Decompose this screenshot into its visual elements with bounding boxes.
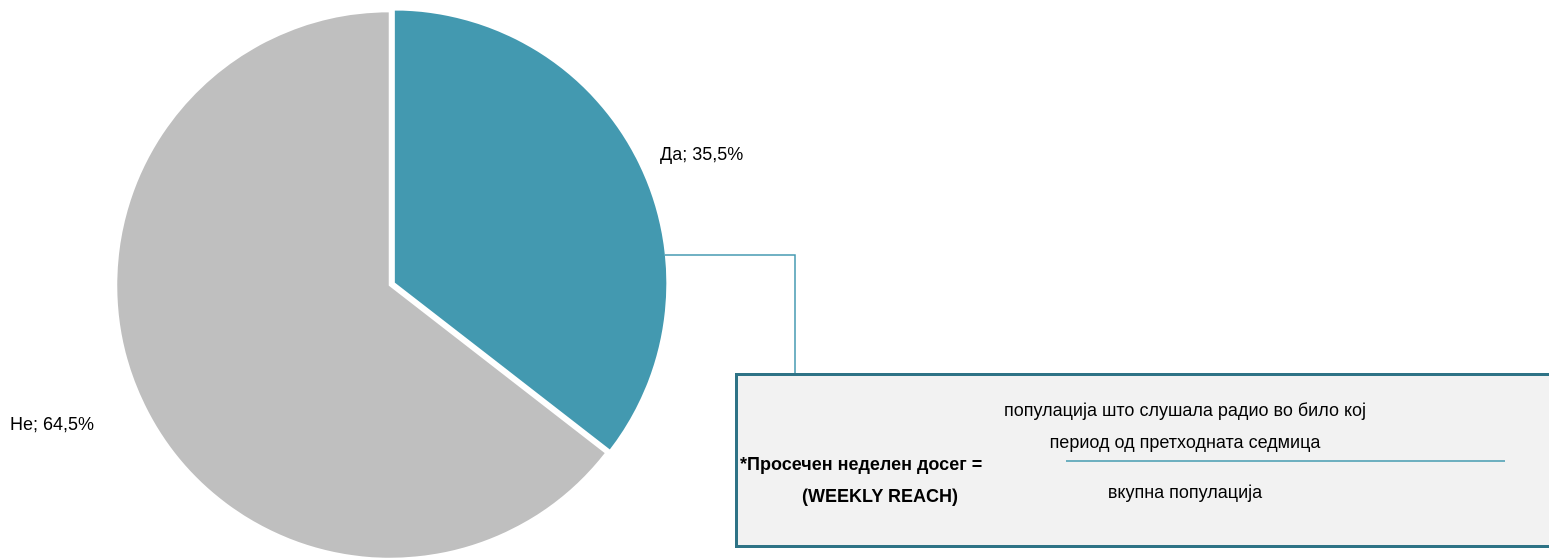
data-label: Да; 35,5% [660,144,743,164]
formula-subname: (WEEKLY REACH) [802,486,958,506]
pie [114,7,669,560]
data-label: Не; 64,5% [10,414,94,434]
numerator: период од претходната седмица [1050,432,1322,452]
formula-name: *Просечен неделен досег = [740,454,982,474]
pie-slice [114,9,609,560]
leader-line [665,254,796,374]
denominator: вкупна популација [1108,482,1263,502]
numerator: популација што слушала радио во било кој [1004,400,1366,420]
pie-slice [392,7,669,453]
